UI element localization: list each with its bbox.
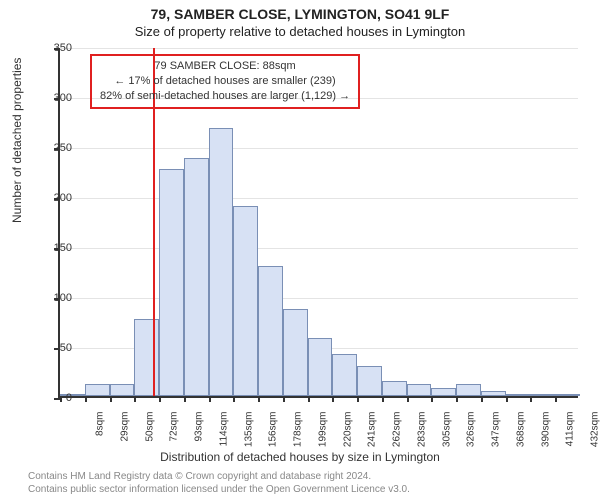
y-tick-label: 150 — [42, 242, 72, 254]
y-tick-label: 100 — [42, 292, 72, 304]
histogram-bar — [209, 128, 234, 396]
histogram-bar — [555, 394, 580, 396]
histogram-bar — [184, 158, 209, 396]
y-tick-label: 0 — [42, 392, 72, 404]
histogram-bar — [357, 366, 382, 396]
histogram-bar — [308, 338, 333, 396]
x-tick — [184, 396, 186, 402]
x-tick-label: 262sqm — [392, 412, 403, 457]
gridline — [60, 48, 578, 49]
x-tick-label: 368sqm — [515, 412, 526, 457]
y-tick-label: 350 — [42, 42, 72, 54]
x-tick — [481, 396, 483, 402]
x-tick — [233, 396, 235, 402]
x-tick-label: 432sqm — [590, 412, 600, 457]
x-tick — [332, 396, 334, 402]
x-tick — [110, 396, 112, 402]
gridline — [60, 148, 578, 149]
credit-line: Contains public sector information licen… — [28, 484, 410, 497]
histogram-bar — [332, 354, 357, 396]
y-axis-label: Number of detached properties — [10, 58, 24, 223]
x-tick-label: 411sqm — [565, 412, 576, 457]
histogram-bar — [431, 388, 456, 396]
gridline — [60, 198, 578, 199]
x-tick-label: 305sqm — [441, 412, 452, 457]
x-tick-label: 326sqm — [466, 412, 477, 457]
x-tick — [407, 396, 409, 402]
annotation-line: ← 17% of detached houses are smaller (23… — [100, 74, 350, 89]
histogram-bar — [382, 381, 407, 396]
page-title: 79, SAMBER CLOSE, LYMINGTON, SO41 9LF — [0, 0, 600, 22]
annotation-line: 82% of semi-detached houses are larger (… — [100, 89, 350, 104]
histogram-bar — [481, 391, 506, 396]
x-tick-label: 283sqm — [416, 412, 427, 457]
x-tick — [258, 396, 260, 402]
histogram-bar — [258, 266, 283, 396]
x-tick-label: 347sqm — [491, 412, 502, 457]
x-tick — [456, 396, 458, 402]
histogram-bar — [506, 394, 531, 396]
x-tick-label: 93sqm — [194, 412, 205, 457]
x-tick-label: 50sqm — [144, 412, 155, 457]
y-tick-label: 50 — [42, 342, 72, 354]
page-subtitle: Size of property relative to detached ho… — [0, 22, 600, 39]
y-tick-label: 300 — [42, 92, 72, 104]
histogram-bar — [233, 206, 258, 396]
x-tick — [308, 396, 310, 402]
x-tick-label: 135sqm — [243, 412, 254, 457]
x-tick-label: 390sqm — [540, 412, 551, 457]
x-tick — [506, 396, 508, 402]
x-tick — [555, 396, 557, 402]
gridline — [60, 248, 578, 249]
gridline — [60, 298, 578, 299]
histogram-bar — [283, 309, 308, 396]
annotation-line: 79 SAMBER CLOSE: 88sqm — [100, 59, 350, 74]
x-tick-label: 178sqm — [293, 412, 304, 457]
x-tick — [209, 396, 211, 402]
credit-line: Contains HM Land Registry data © Crown c… — [28, 471, 410, 484]
x-tick — [431, 396, 433, 402]
x-tick — [85, 396, 87, 402]
x-tick — [134, 396, 136, 402]
annotation-box: 79 SAMBER CLOSE: 88sqm← 17% of detached … — [90, 54, 360, 109]
x-tick-label: 114sqm — [218, 412, 229, 457]
histogram-bar — [110, 384, 135, 396]
x-tick — [357, 396, 359, 402]
x-tick-label: 241sqm — [367, 412, 378, 457]
x-tick-label: 220sqm — [342, 412, 353, 457]
histogram-bar — [530, 394, 555, 396]
x-tick — [283, 396, 285, 402]
credit-text: Contains HM Land Registry data © Crown c… — [28, 471, 410, 496]
y-tick-label: 200 — [42, 192, 72, 204]
histogram-bar — [407, 384, 432, 396]
x-tick-label: 29sqm — [119, 412, 130, 457]
x-tick — [159, 396, 161, 402]
histogram-bar — [456, 384, 481, 396]
x-tick-label: 8sqm — [95, 412, 106, 457]
x-tick-label: 72sqm — [169, 412, 180, 457]
histogram-bar — [85, 384, 110, 396]
histogram-bar — [159, 169, 184, 396]
x-tick-label: 199sqm — [317, 412, 328, 457]
y-tick-label: 250 — [42, 142, 72, 154]
x-tick-label: 156sqm — [268, 412, 279, 457]
x-tick — [530, 396, 532, 402]
x-tick — [382, 396, 384, 402]
